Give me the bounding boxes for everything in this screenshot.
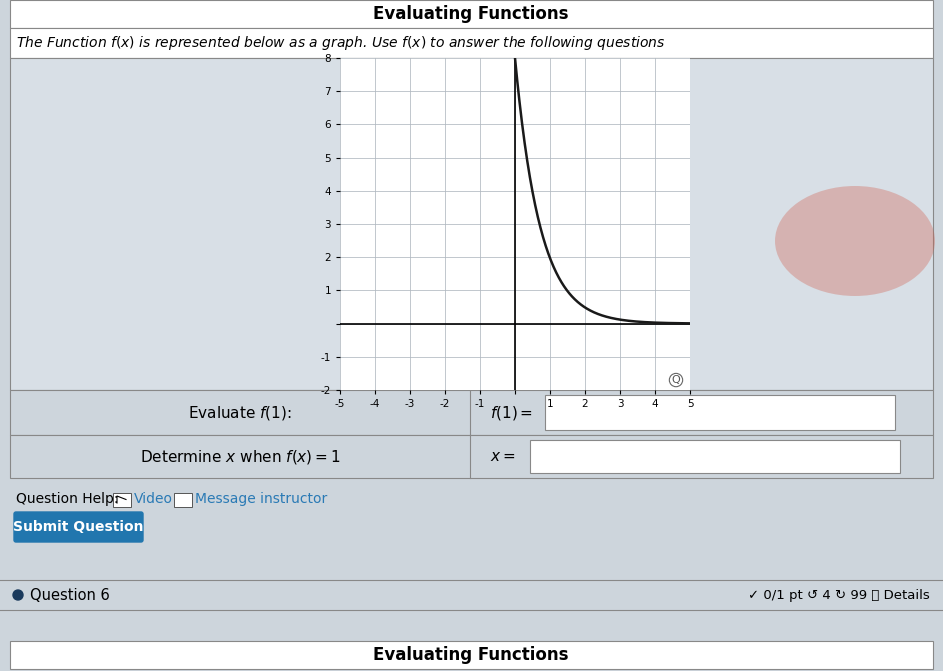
FancyBboxPatch shape — [10, 641, 933, 669]
Text: Question Help:: Question Help: — [16, 492, 119, 506]
Text: Determine $x$ when $f(x) = 1$: Determine $x$ when $f(x) = 1$ — [140, 448, 340, 466]
FancyBboxPatch shape — [10, 58, 933, 390]
FancyBboxPatch shape — [545, 395, 895, 430]
Text: Evaluating Functions: Evaluating Functions — [373, 646, 569, 664]
FancyBboxPatch shape — [10, 435, 933, 478]
Text: Evaluate $f(1)$:: Evaluate $f(1)$: — [188, 403, 292, 421]
FancyBboxPatch shape — [530, 440, 900, 473]
Text: Video: Video — [134, 492, 173, 506]
Text: ✓ 0/1 pt ↺ 4 ↻ 99 ⓘ Details: ✓ 0/1 pt ↺ 4 ↻ 99 ⓘ Details — [748, 588, 930, 601]
Text: Q: Q — [671, 375, 681, 385]
Text: The Function $f(x)$ is represented below as a graph. Use $f(x)$ to answer the fo: The Function $f(x)$ is represented below… — [16, 34, 666, 52]
FancyBboxPatch shape — [10, 28, 933, 58]
Circle shape — [13, 590, 23, 600]
Text: Message instructor: Message instructor — [195, 492, 327, 506]
FancyBboxPatch shape — [113, 493, 131, 507]
Text: Evaluating Functions: Evaluating Functions — [373, 5, 569, 23]
FancyBboxPatch shape — [14, 512, 143, 542]
FancyBboxPatch shape — [10, 0, 933, 28]
Text: Question 6: Question 6 — [30, 588, 109, 603]
FancyBboxPatch shape — [10, 390, 933, 435]
Text: Submit Question: Submit Question — [13, 520, 143, 534]
Text: $x =$: $x =$ — [490, 449, 516, 464]
FancyBboxPatch shape — [174, 493, 192, 507]
Text: $f(1) =$: $f(1) =$ — [490, 403, 533, 421]
Ellipse shape — [775, 186, 935, 296]
